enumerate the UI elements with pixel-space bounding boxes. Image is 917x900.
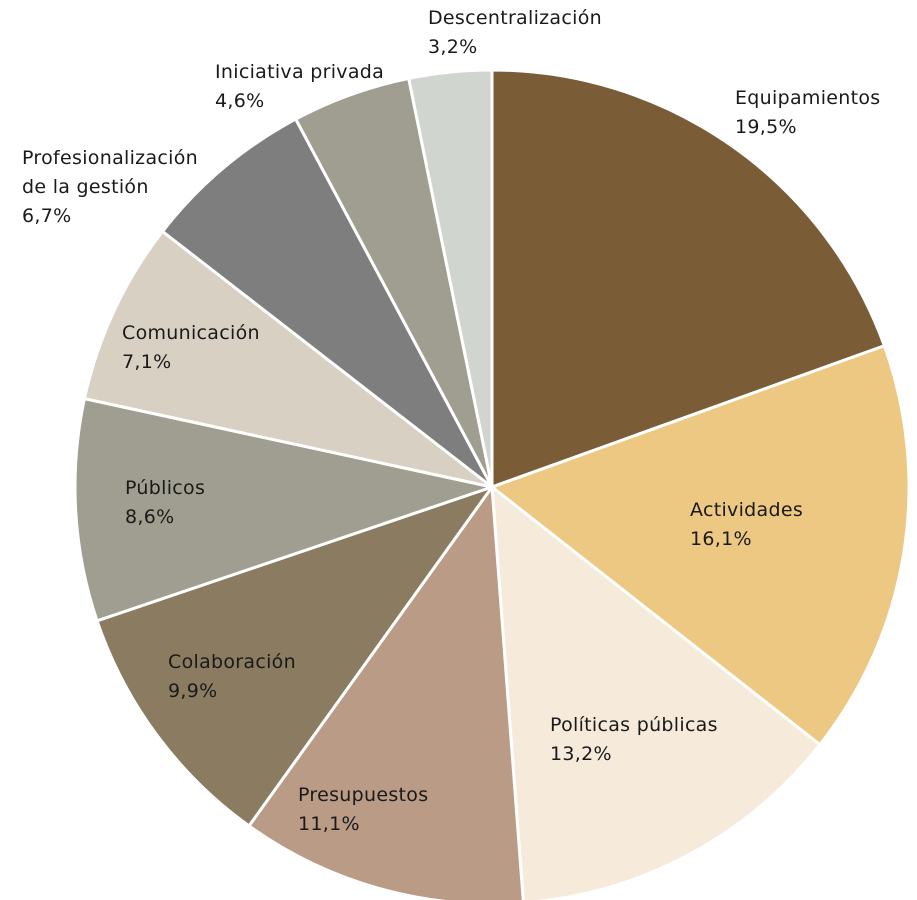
value-label: 3,2% bbox=[428, 36, 478, 58]
value-label: 9,9% bbox=[168, 680, 218, 702]
category-label: Presupuestos bbox=[298, 784, 429, 806]
value-label: 11,1% bbox=[298, 813, 360, 835]
pie-slice bbox=[490, 68, 887, 490]
slice-label: Públicos 8,6% bbox=[125, 474, 325, 532]
value-label: 7,1% bbox=[122, 351, 172, 373]
value-label: 13,2% bbox=[550, 743, 612, 765]
category-label: Actividades bbox=[690, 499, 804, 521]
category-label: Iniciativa privada bbox=[215, 61, 385, 83]
slice-label: Colaboración 9,9% bbox=[168, 648, 368, 706]
pie-slice bbox=[82, 229, 493, 489]
category-label: Colaboración bbox=[168, 651, 296, 673]
pie-slice bbox=[490, 483, 822, 900]
slice-label: Equipamientos 19,5% bbox=[735, 84, 917, 142]
value-label: 16,1% bbox=[690, 528, 752, 550]
category-label: Públicos bbox=[125, 477, 206, 499]
pie-slice bbox=[160, 117, 494, 489]
category-label: Políticas públicas bbox=[550, 714, 718, 736]
pie-slice bbox=[73, 396, 498, 623]
value-label: 6,7% bbox=[22, 205, 72, 227]
value-label: 4,6% bbox=[215, 90, 265, 112]
slice-label: Comunicación 7,1% bbox=[122, 319, 322, 377]
pie-slice bbox=[488, 343, 911, 747]
slice-label: Políticas públicas 13,2% bbox=[550, 711, 770, 769]
category-label: Profesionalización de la gestión bbox=[22, 147, 198, 198]
value-label: 8,6% bbox=[125, 506, 175, 528]
category-label: Equipamientos bbox=[735, 87, 881, 109]
category-label: Comunicación bbox=[122, 322, 260, 344]
slice-label: Iniciativa privada 4,6% bbox=[215, 58, 415, 116]
slice-label: Descentralización 3,2% bbox=[428, 4, 648, 62]
value-label: 19,5% bbox=[735, 116, 797, 138]
slice-label: Presupuestos 11,1% bbox=[298, 781, 498, 839]
pie-slice bbox=[95, 484, 496, 828]
slice-label: Actividades 16,1% bbox=[690, 496, 890, 554]
slice-label: Profesionalización de la gestión 6,7% bbox=[22, 144, 198, 231]
pie-slice bbox=[406, 68, 494, 488]
pie-slice bbox=[246, 482, 525, 900]
category-label: Descentralización bbox=[428, 7, 602, 29]
